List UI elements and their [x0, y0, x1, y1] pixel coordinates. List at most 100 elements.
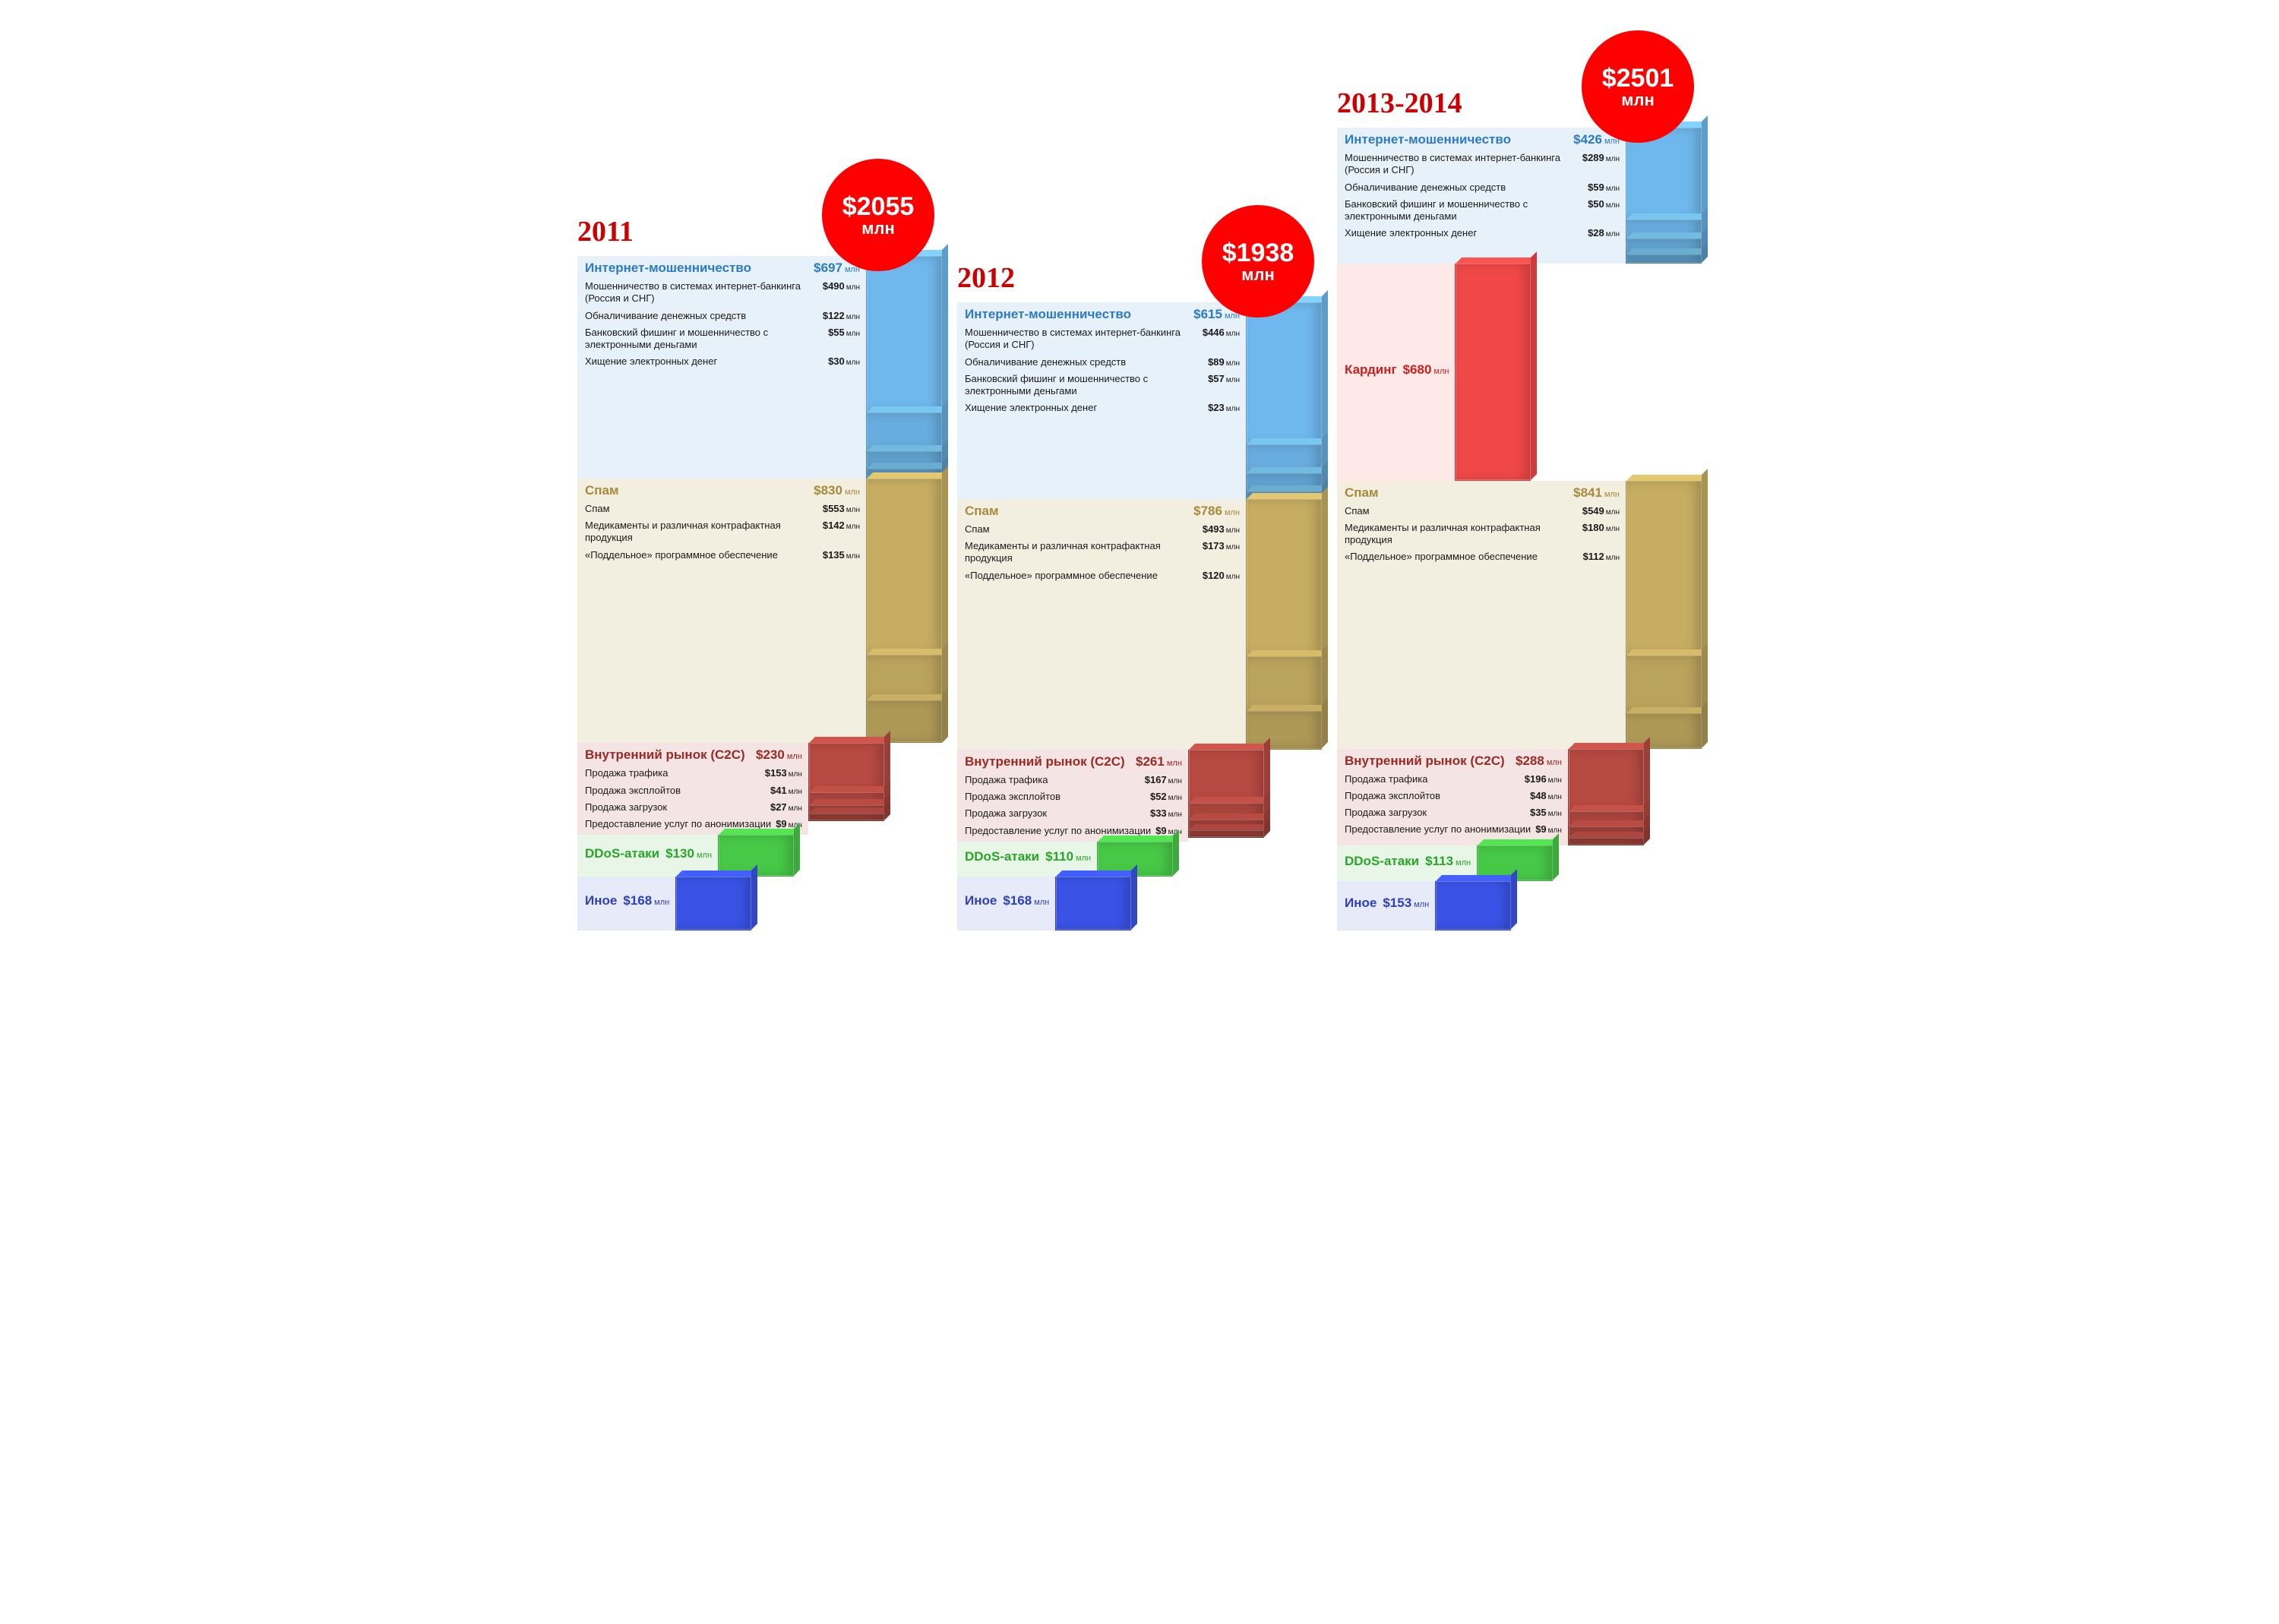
subitem-value-amount: $23 — [1208, 402, 1225, 413]
subitem-value-amount: $33 — [1150, 807, 1167, 819]
category-value-amount: $168 — [1003, 893, 1032, 908]
category-row: Кардинг$680млн — [1337, 264, 1531, 481]
year-title: 2012 — [957, 261, 1015, 295]
year-header: 2013-2014$2501млн — [1337, 30, 1702, 120]
subitem-value-amount: $28 — [1588, 227, 1604, 239]
year-column: 2012$1938млнИнтернет-мошенничество$615мл… — [957, 205, 1322, 930]
subitem-value-amount: $120 — [1203, 570, 1225, 581]
category-header: Иное$168млн — [965, 893, 1049, 908]
subitem-value: $27млн — [770, 801, 802, 813]
unit-label: млн — [1168, 777, 1182, 785]
unit-label: млн — [789, 788, 802, 796]
category-value: $841млн — [1573, 485, 1620, 501]
subitem-label: Продажа загрузок — [585, 801, 770, 814]
subitem: «Поддельное» программное обеспечение$120… — [965, 570, 1240, 582]
subitem: Обналичивание денежных средств$59млн — [1345, 182, 1620, 194]
subitem-label: Медикаменты и различная контрафактная пр… — [585, 520, 823, 545]
category-value-amount: $288 — [1516, 754, 1544, 768]
bar-segment — [1455, 264, 1531, 481]
category-header: Иное$153млн — [1345, 896, 1429, 911]
subitem-label: Продажа загрузок — [1345, 807, 1530, 819]
total-circle: $2501млн — [1582, 30, 1694, 143]
subitem-label: Продажа трафика — [1345, 773, 1525, 785]
subitem-value-amount: $135 — [823, 549, 845, 561]
subitem-value: $28млн — [1588, 227, 1620, 239]
subitems: Спам$553млнМедикаменты и различная контр… — [585, 503, 860, 561]
subitems: Мошенничество в системах интернет-банкин… — [965, 327, 1240, 415]
unit-label: млн — [1226, 359, 1240, 368]
subitem-value: $553млн — [823, 503, 860, 514]
subitems: Продажа трафика$167млнПродажа эксплойтов… — [965, 774, 1182, 837]
subitem-value: $33млн — [1150, 807, 1182, 819]
bar-wrap — [1188, 750, 1264, 842]
total-unit: млн — [861, 219, 895, 239]
category-row: Спам$841млнСпам$549млнМедикаменты и разл… — [1337, 481, 1702, 749]
category-header: Интернет-мошенничество$426млн — [1345, 132, 1620, 147]
subitem-label: Продажа загрузок — [965, 807, 1150, 820]
subitem: Продажа трафика$167млн — [965, 774, 1182, 786]
subitem: Спам$553млн — [585, 503, 860, 515]
unit-label: млн — [1456, 858, 1471, 867]
category-value: $130млн — [665, 846, 712, 861]
subitems: Продажа трафика$196млнПродажа эксплойтов… — [1345, 773, 1562, 836]
year-header: 2011$2055млн — [577, 159, 942, 248]
category-row: Интернет-мошенничество$426млн Мошенничест… — [1337, 128, 1702, 264]
bar-wrap — [808, 743, 884, 835]
subitem: Медикаменты и различная контрафактная пр… — [585, 520, 860, 545]
category-value-amount: $130 — [665, 846, 694, 861]
subitem-label: Мошенничество в системах интернет-банкин… — [965, 327, 1203, 352]
bar-segment — [1188, 830, 1264, 838]
subitem-value-amount: $30 — [828, 355, 845, 367]
subitem: Предоставление услуг по анонимизации$9мл… — [1345, 823, 1562, 836]
category-text: Интернет-мошенничество$426млн Мошенничест… — [1337, 128, 1626, 264]
subitem-value-amount: $9 — [776, 818, 786, 829]
category-text: Иное$168млн — [577, 877, 675, 930]
subitem-value-amount: $446 — [1203, 327, 1225, 338]
category-row: Спам$786млнСпам$493млнМедикаменты и разл… — [957, 499, 1322, 750]
subitem-value: $50млн — [1588, 198, 1620, 210]
year-column: 2013-2014$2501млнИнтернет-мошенничество$… — [1337, 30, 1702, 930]
unit-label: млн — [846, 330, 860, 338]
subitem: Мошенничество в системах интернет-банкин… — [1345, 152, 1620, 177]
subitem: Мошенничество в системах интернет-банкин… — [965, 327, 1240, 352]
unit-label: млн — [1604, 490, 1620, 499]
subitem-label: Хищение электронных денег — [585, 355, 828, 368]
bar-segment — [1055, 877, 1131, 930]
subitem-value-amount: $490 — [823, 280, 845, 292]
unit-label: млн — [1168, 810, 1182, 819]
category-value-amount: $426 — [1573, 132, 1602, 147]
bar-segment — [808, 743, 884, 791]
unit-label: млн — [1606, 230, 1620, 239]
category-text: Кардинг$680млн — [1337, 264, 1455, 481]
subitem-label: Обналичивание денежных средств — [585, 310, 823, 322]
subitem-value: $55млн — [828, 327, 860, 338]
bar-wrap — [1246, 499, 1322, 750]
subitem-value-amount: $9 — [1535, 823, 1546, 835]
subitem-label: «Поддельное» программное обеспечение — [1345, 551, 1583, 563]
subitems: Мошенничество в системах интернет-банкин… — [585, 280, 860, 368]
bar-segment — [1246, 656, 1322, 712]
category-value: $110млн — [1045, 849, 1091, 864]
category-name: Интернет-мошенничество — [585, 261, 757, 276]
subitem: Медикаменты и различная контрафактная пр… — [965, 540, 1240, 565]
category-name: Интернет-мошенничество — [965, 307, 1137, 322]
subitem-value: $173млн — [1203, 540, 1240, 551]
subitem-value-amount: $59 — [1588, 182, 1604, 193]
unit-label: млн — [845, 488, 860, 497]
subitem: Медикаменты и различная контрафактная пр… — [1345, 522, 1620, 547]
category-text: Внутренний рынок (C2C)$288млнПродажа тра… — [1337, 749, 1568, 845]
category-value: $230млн — [756, 747, 802, 763]
bar-segment — [1626, 481, 1702, 656]
infographic-root: 2011$2055млнИнтернет-мошенничество$697мл… — [15, 30, 2264, 930]
subitem-value: $35млн — [1530, 807, 1562, 818]
subitem-label: Спам — [585, 503, 823, 515]
subitem-label: Обналичивание денежных средств — [965, 356, 1208, 368]
bar-wrap — [1626, 128, 1702, 264]
subitem: «Поддельное» программное обеспечение$112… — [1345, 551, 1620, 563]
unit-label: млн — [1226, 405, 1240, 413]
subitem-label: Мошенничество в системах интернет-банкин… — [1345, 152, 1582, 177]
category-text: Иное$168млн — [957, 877, 1055, 930]
category-header: Иное$168млн — [585, 893, 669, 908]
subitem-value-amount: $50 — [1588, 198, 1604, 210]
subitems: Мошенничество в системах интернет-банкин… — [1345, 152, 1620, 240]
